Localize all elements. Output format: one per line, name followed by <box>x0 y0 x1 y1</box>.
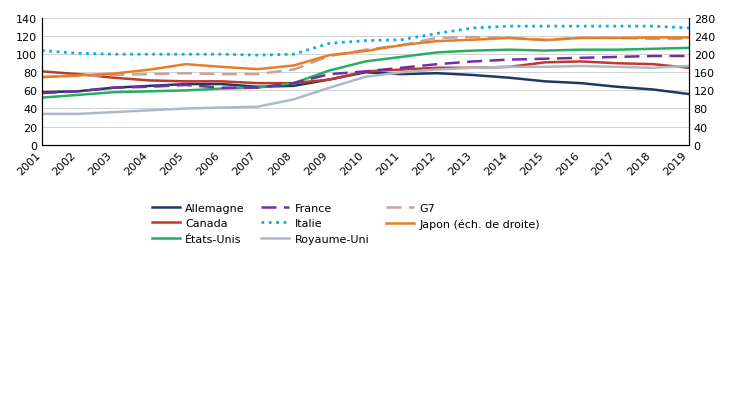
Legend: Allemagne, Canada, États-Unis, France, Italie, Royaume-Uni, G7, Japon (éch. de d: Allemagne, Canada, États-Unis, France, I… <box>147 199 545 249</box>
